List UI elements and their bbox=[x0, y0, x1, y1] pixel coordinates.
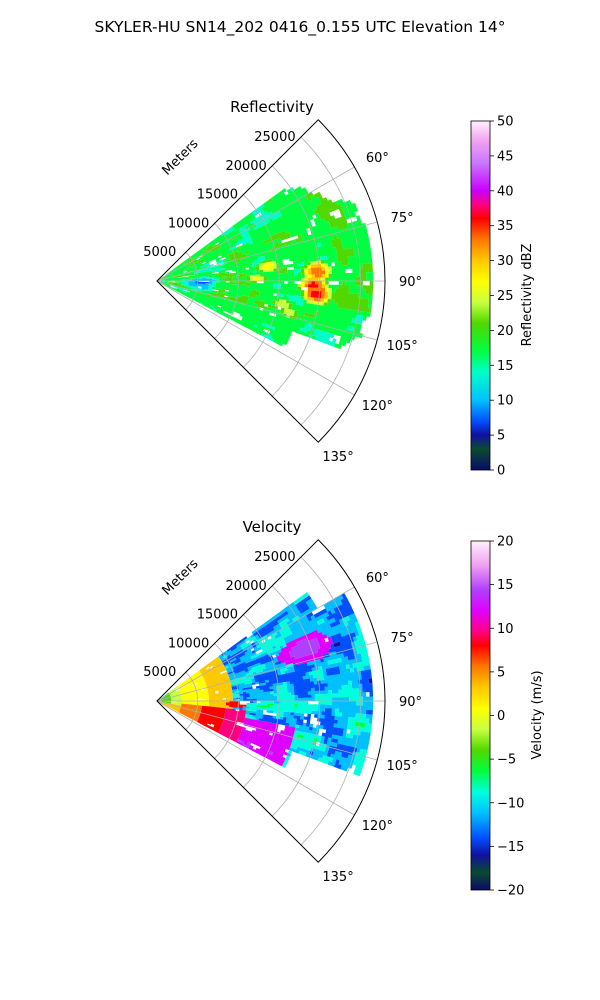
reflectivity-colorbar-tick-label: 35 bbox=[497, 219, 514, 234]
reflectivity-range-tick-label: 15000 bbox=[197, 188, 238, 203]
velocity-sector-frame bbox=[156, 539, 386, 863]
reflectivity-colorbar-tick-label: 10 bbox=[497, 394, 514, 409]
velocity-colorbar-gradient bbox=[470, 540, 491, 891]
velocity-azimuth-ticks: 60° 75° 90° 105° 120° 135° bbox=[322, 571, 422, 885]
velocity-colorbar-tick-label: 10 bbox=[497, 622, 514, 637]
velocity-gate-cells bbox=[197, 701, 247, 733]
velocity-gate-cells bbox=[176, 670, 209, 707]
reflectivity-azimuth-tick-label: 90° bbox=[399, 275, 422, 290]
reflectivity-range-ticks: 5000 10000 15000 20000 25000 bbox=[143, 130, 295, 260]
reflectivity-range-label: Meters bbox=[160, 136, 202, 178]
velocity-colorbar: −20 −15 −10 −5 0 5 10 15 20 Velocity (m/s) bbox=[470, 535, 545, 899]
velocity-title: Velocity bbox=[243, 518, 302, 536]
reflectivity-azimuth-tick-label: 105° bbox=[386, 339, 417, 354]
velocity-azimuth-tick-label: 75° bbox=[391, 631, 414, 646]
velocity-gate-cells bbox=[218, 708, 247, 743]
velocity-gate-cells bbox=[218, 594, 374, 772]
velocity-colorbar-tick-label: −20 bbox=[497, 884, 524, 899]
reflectivity-gate-cells bbox=[195, 281, 209, 284]
reflectivity-colorbar-tick-label: 40 bbox=[497, 184, 514, 199]
reflectivity-panel: Reflectivity 5000 10000 15000 20000 25000 Me… bbox=[143, 98, 535, 479]
reflectivity-gate-cells bbox=[249, 260, 332, 318]
velocity-azimuth-tick-label: 120° bbox=[362, 819, 393, 834]
reflectivity-gate-cells bbox=[160, 191, 374, 320]
reflectivity-data-layer bbox=[160, 186, 374, 350]
velocity-range-tick-label: 15000 bbox=[197, 608, 238, 623]
velocity-range-tick-label: 25000 bbox=[254, 550, 295, 565]
velocity-azimuth-gridline bbox=[156, 586, 355, 702]
velocity-data-layer bbox=[160, 592, 374, 777]
reflectivity-colorbar-tick-label: 45 bbox=[497, 149, 514, 164]
figure-suptitle: SKYLER-HU SN14_202 0416_0.155 UTC Elevat… bbox=[95, 18, 506, 37]
reflectivity-colorbar-tick-label: 20 bbox=[497, 324, 514, 339]
velocity-azimuth-gridline bbox=[156, 641, 378, 702]
reflectivity-azimuth-gridline bbox=[156, 166, 355, 282]
reflectivity-colorbar-label: Reflectivity dBZ bbox=[520, 244, 535, 347]
velocity-colorbar-tick-label: −5 bbox=[497, 753, 516, 768]
reflectivity-colorbar-ticks: 0 5 10 15 20 25 30 35 40 45 50 bbox=[490, 115, 514, 479]
velocity-colorbar-tick-label: −15 bbox=[497, 840, 524, 855]
velocity-azimuth-tick-label: 135° bbox=[322, 870, 353, 885]
reflectivity-colorbar-tick-label: 30 bbox=[497, 254, 514, 269]
velocity-colorbar-tick-label: 20 bbox=[497, 535, 514, 550]
reflectivity-azimuth-gridline bbox=[156, 280, 355, 396]
velocity-grid bbox=[156, 539, 386, 863]
reflectivity-range-tick-label: 10000 bbox=[168, 216, 209, 231]
reflectivity-gate-cells bbox=[160, 186, 374, 350]
velocity-colorbar-tick-label: 0 bbox=[497, 709, 505, 724]
velocity-azimuth-tick-label: 60° bbox=[366, 571, 389, 586]
velocity-azimuth-gridline bbox=[156, 700, 378, 761]
reflectivity-range-tick-label: 20000 bbox=[225, 159, 266, 174]
reflectivity-sector-frame bbox=[156, 119, 386, 443]
velocity-colorbar-tick-label: 5 bbox=[497, 665, 505, 680]
reflectivity-grid bbox=[156, 119, 386, 443]
velocity-gate-cells bbox=[223, 592, 372, 777]
velocity-range-tick-label: 20000 bbox=[225, 579, 266, 594]
velocity-azimuth-gridline bbox=[156, 700, 355, 816]
reflectivity-range-tick-label: 25000 bbox=[254, 130, 295, 145]
velocity-colorbar-tick-label: −10 bbox=[497, 796, 524, 811]
velocity-gate-cells bbox=[236, 629, 334, 767]
reflectivity-colorbar-tick-label: 50 bbox=[497, 115, 514, 130]
reflectivity-colorbar-tick-label: 15 bbox=[497, 359, 514, 374]
velocity-gate-cells bbox=[237, 637, 321, 756]
reflectivity-title: Reflectivity bbox=[230, 98, 314, 116]
reflectivity-colorbar-tick-label: 25 bbox=[497, 289, 514, 304]
velocity-colorbar-ticks: −20 −15 −10 −5 0 5 10 15 20 bbox=[490, 535, 524, 899]
velocity-range-tick-label: 10000 bbox=[168, 636, 209, 651]
velocity-panel: Velocity 5000 10000 15000 20000 25000 Meters… bbox=[143, 518, 545, 899]
velocity-range-label: Meters bbox=[160, 556, 202, 598]
reflectivity-azimuth-tick-label: 75° bbox=[391, 211, 414, 226]
reflectivity-azimuth-gridline bbox=[156, 221, 378, 282]
velocity-gate-cells bbox=[160, 656, 233, 713]
reflectivity-azimuth-gridline bbox=[156, 280, 378, 341]
reflectivity-azimuth-tick-label: 60° bbox=[366, 151, 389, 166]
reflectivity-gate-cells bbox=[304, 263, 329, 303]
velocity-range-tick-label: 5000 bbox=[143, 665, 176, 680]
velocity-gate-cells bbox=[256, 703, 366, 746]
velocity-colorbar-tick-label: 15 bbox=[497, 578, 514, 593]
reflectivity-azimuth-ticks: 60° 75° 90° 105° 120° 135° bbox=[322, 151, 422, 465]
reflectivity-colorbar-tick-label: 0 bbox=[497, 464, 505, 479]
reflectivity-colorbar-tick-label: 5 bbox=[497, 429, 505, 444]
reflectivity-colorbar-gradient bbox=[470, 120, 491, 471]
reflectivity-range-tick-label: 5000 bbox=[143, 245, 176, 260]
reflectivity-azimuth-tick-label: 120° bbox=[362, 399, 393, 414]
velocity-colorbar-label: Velocity (m/s) bbox=[530, 670, 545, 759]
reflectivity-colorbar: 0 5 10 15 20 25 30 35 40 45 50 Reflectivity dBZ bbox=[470, 115, 535, 479]
velocity-gate-cells bbox=[333, 641, 373, 684]
velocity-azimuth-tick-label: 90° bbox=[399, 695, 422, 710]
velocity-range-ticks: 5000 10000 15000 20000 25000 bbox=[143, 550, 295, 680]
reflectivity-gate-cells bbox=[308, 281, 322, 299]
velocity-gate-cells bbox=[221, 592, 374, 770]
velocity-azimuth-tick-label: 105° bbox=[386, 759, 417, 774]
reflectivity-azimuth-tick-label: 135° bbox=[322, 450, 353, 465]
